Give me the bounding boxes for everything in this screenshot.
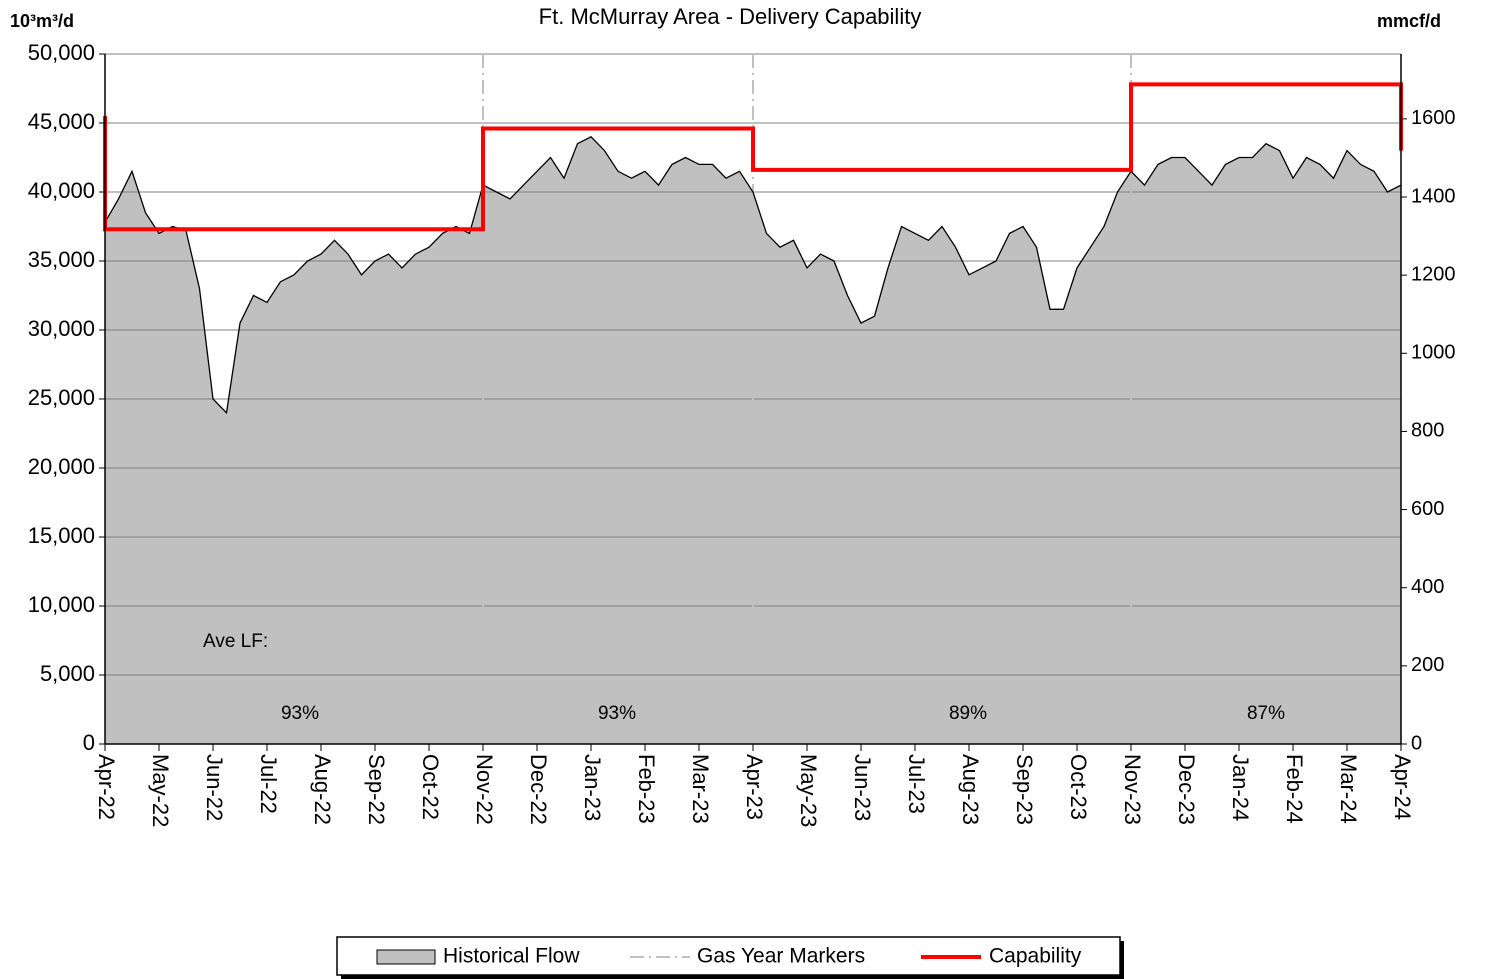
x-tick-label: Jul-23 — [904, 754, 929, 814]
x-tick-label: May-23 — [796, 754, 821, 827]
y-tick-label: 0 — [83, 730, 95, 755]
y-tick-label: 45,000 — [28, 109, 95, 134]
x-tick-label: Sep-22 — [364, 754, 389, 825]
x-tick-label: Apr-22 — [94, 754, 119, 820]
y-tick-label: 30,000 — [28, 316, 95, 341]
y-tick-label: 20,000 — [28, 454, 95, 479]
x-tick-label: Nov-22 — [472, 754, 497, 825]
legend-box — [336, 936, 1121, 976]
x-tick-label: Apr-23 — [742, 754, 767, 820]
y-tick-label: 25,000 — [28, 385, 95, 410]
x-tick-label: Apr-24 — [1390, 754, 1415, 820]
y2-tick-label: 1200 — [1411, 263, 1456, 285]
legend-label: Historical Flow — [443, 945, 580, 968]
capability-line — [103, 82, 1403, 232]
y2-tick-label: 400 — [1411, 576, 1444, 598]
annotation: 89% — [949, 703, 987, 724]
y-tick-label: 40,000 — [28, 178, 95, 203]
legend-label: Gas Year Markers — [697, 945, 865, 968]
y2-tick-label: 0 — [1411, 732, 1422, 754]
x-tick-label: Jul-22 — [256, 754, 281, 814]
y-tick-label: 15,000 — [28, 523, 95, 548]
y-tick-label: 10,000 — [28, 592, 95, 617]
x-tick-label: May-22 — [148, 754, 173, 827]
y-axis-title: 10³m³/d — [10, 11, 74, 31]
x-tick-label: Feb-23 — [634, 754, 659, 824]
x-tick-label: Jun-23 — [850, 754, 875, 821]
x-tick-label: Sep-23 — [1012, 754, 1037, 825]
annotation: 93% — [598, 703, 636, 724]
chart-title: Ft. McMurray Area - Delivery Capability — [539, 4, 922, 29]
x-tick-label: Aug-23 — [958, 754, 983, 825]
y2-tick-label: 1000 — [1411, 342, 1456, 364]
x-tick-label: Nov-23 — [1120, 754, 1145, 825]
x-tick-label: Jan-24 — [1228, 754, 1253, 821]
legend-swatch — [376, 949, 436, 965]
y2-tick-label: 1400 — [1411, 185, 1456, 207]
annotation: Ave LF: — [203, 631, 268, 652]
x-tick-label: Jan-23 — [580, 754, 605, 821]
y2-tick-label: 1600 — [1411, 107, 1456, 129]
x-tick-label: Aug-22 — [310, 754, 335, 825]
x-tick-label: Dec-23 — [1174, 754, 1199, 825]
x-tick-label: Mar-23 — [688, 754, 713, 824]
x-tick-label: Oct-23 — [1066, 754, 1091, 820]
y-tick-label: 5,000 — [40, 661, 95, 686]
annotation: 87% — [1247, 703, 1285, 724]
legend-label: Capability — [989, 945, 1082, 968]
x-tick-label: Dec-22 — [526, 754, 551, 825]
y-tick-label: 35,000 — [28, 247, 95, 272]
flow-area — [105, 136, 1401, 745]
y2-tick-label: 200 — [1411, 654, 1444, 676]
x-tick-label: Oct-22 — [418, 754, 443, 820]
y2-tick-label: 600 — [1411, 498, 1444, 520]
y2-tick-label: 800 — [1411, 420, 1444, 442]
flow-line — [104, 136, 1402, 415]
annotation: 93% — [281, 703, 319, 724]
x-tick-label: Mar-24 — [1336, 754, 1361, 824]
x-tick-label: Feb-24 — [1282, 754, 1307, 824]
x-tick-label: Jun-22 — [202, 754, 227, 821]
y-tick-label: 50,000 — [28, 40, 95, 65]
y2-axis-title: mmcf/d — [1377, 11, 1441, 31]
